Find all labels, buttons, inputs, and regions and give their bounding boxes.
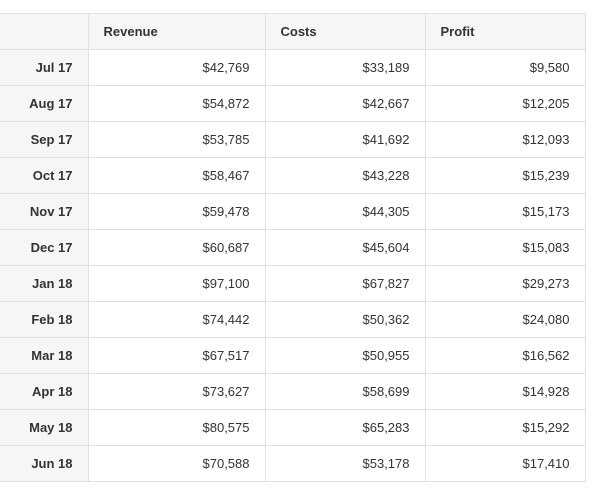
cell-costs[interactable]: $65,283 xyxy=(264,409,426,446)
cell-costs[interactable]: $67,827 xyxy=(264,265,426,302)
cell-costs[interactable]: $58,699 xyxy=(264,373,426,410)
cell-revenue[interactable]: $53,785 xyxy=(87,121,266,158)
cell-profit[interactable]: $15,292 xyxy=(424,409,586,446)
cell-costs[interactable]: $41,692 xyxy=(264,121,426,158)
cell-costs[interactable]: $42,667 xyxy=(264,85,426,122)
row-header-month: Apr 18 xyxy=(0,373,89,410)
cell-profit[interactable]: $29,273 xyxy=(424,265,586,302)
cell-revenue[interactable]: $59,478 xyxy=(87,193,266,230)
table-row: Sep 17 $53,785 $41,692 $12,093 xyxy=(0,121,586,158)
cell-profit[interactable]: $16,562 xyxy=(424,337,586,374)
row-header-month: Mar 18 xyxy=(0,337,89,374)
cell-revenue[interactable]: $74,442 xyxy=(87,301,266,338)
cell-profit[interactable]: $12,093 xyxy=(424,121,586,158)
cell-revenue[interactable]: $80,575 xyxy=(87,409,266,446)
row-header-month: Feb 18 xyxy=(0,301,89,338)
cell-costs[interactable]: $33,189 xyxy=(264,49,426,86)
cell-costs[interactable]: $50,362 xyxy=(264,301,426,338)
cell-revenue[interactable]: $97,100 xyxy=(87,265,266,302)
header-row: Revenue Costs Profit xyxy=(0,13,586,50)
row-header-month: Sep 17 xyxy=(0,121,89,158)
table-row: Feb 18 $74,442 $50,362 $24,080 xyxy=(0,301,586,338)
cell-costs[interactable]: $50,955 xyxy=(264,337,426,374)
cell-profit[interactable]: $14,928 xyxy=(424,373,586,410)
row-header-month: Jul 17 xyxy=(0,49,89,86)
cell-profit[interactable]: $9,580 xyxy=(424,49,586,86)
table-row: Dec 17 $60,687 $45,604 $15,083 xyxy=(0,229,586,266)
row-header-month: Aug 17 xyxy=(0,85,89,122)
data-table: Revenue Costs Profit Jul 17 $42,769 $33,18… xyxy=(0,13,586,482)
column-header-costs[interactable]: Costs xyxy=(264,13,426,50)
cell-revenue[interactable]: $58,467 xyxy=(87,157,266,194)
row-header-month: Oct 17 xyxy=(0,157,89,194)
cell-costs[interactable]: $43,228 xyxy=(264,157,426,194)
column-header-profit[interactable]: Profit xyxy=(424,13,586,50)
cell-revenue[interactable]: $70,588 xyxy=(87,445,266,482)
table-row: Aug 17 $54,872 $42,667 $12,205 xyxy=(0,85,586,122)
table-body: Jul 17 $42,769 $33,189 $9,580 Aug 17 $54,872 $… xyxy=(0,49,586,482)
cell-costs[interactable]: $45,604 xyxy=(264,229,426,266)
cell-revenue[interactable]: $60,687 xyxy=(87,229,266,266)
table-row: May 18 $80,575 $65,283 $15,292 xyxy=(0,409,586,446)
cell-profit[interactable]: $15,173 xyxy=(424,193,586,230)
cell-revenue[interactable]: $42,769 xyxy=(87,49,266,86)
table-row: Jun 18 $70,588 $53,178 $17,410 xyxy=(0,445,586,482)
header-corner xyxy=(0,13,89,50)
cell-profit[interactable]: $17,410 xyxy=(424,445,586,482)
cell-costs[interactable]: $53,178 xyxy=(264,445,426,482)
cell-profit[interactable]: $15,083 xyxy=(424,229,586,266)
row-header-month: May 18 xyxy=(0,409,89,446)
cell-revenue[interactable]: $67,517 xyxy=(87,337,266,374)
cell-profit[interactable]: $24,080 xyxy=(424,301,586,338)
table-row: Jul 17 $42,769 $33,189 $9,580 xyxy=(0,49,586,86)
cell-revenue[interactable]: $73,627 xyxy=(87,373,266,410)
cell-costs[interactable]: $44,305 xyxy=(264,193,426,230)
column-header-revenue[interactable]: Revenue xyxy=(87,13,266,50)
row-header-month: Jan 18 xyxy=(0,265,89,302)
table-row: Mar 18 $67,517 $50,955 $16,562 xyxy=(0,337,586,374)
row-header-month: Nov 17 xyxy=(0,193,89,230)
table-row: Jan 18 $97,100 $67,827 $29,273 xyxy=(0,265,586,302)
table-row: Oct 17 $58,467 $43,228 $15,239 xyxy=(0,157,586,194)
row-header-month: Jun 18 xyxy=(0,445,89,482)
cell-profit[interactable]: $15,239 xyxy=(424,157,586,194)
table-row: Apr 18 $73,627 $58,699 $14,928 xyxy=(0,373,586,410)
cell-revenue[interactable]: $54,872 xyxy=(87,85,266,122)
table-header: Revenue Costs Profit xyxy=(0,13,586,50)
table-row: Nov 17 $59,478 $44,305 $15,173 xyxy=(0,193,586,230)
row-header-month: Dec 17 xyxy=(0,229,89,266)
cell-profit[interactable]: $12,205 xyxy=(424,85,586,122)
